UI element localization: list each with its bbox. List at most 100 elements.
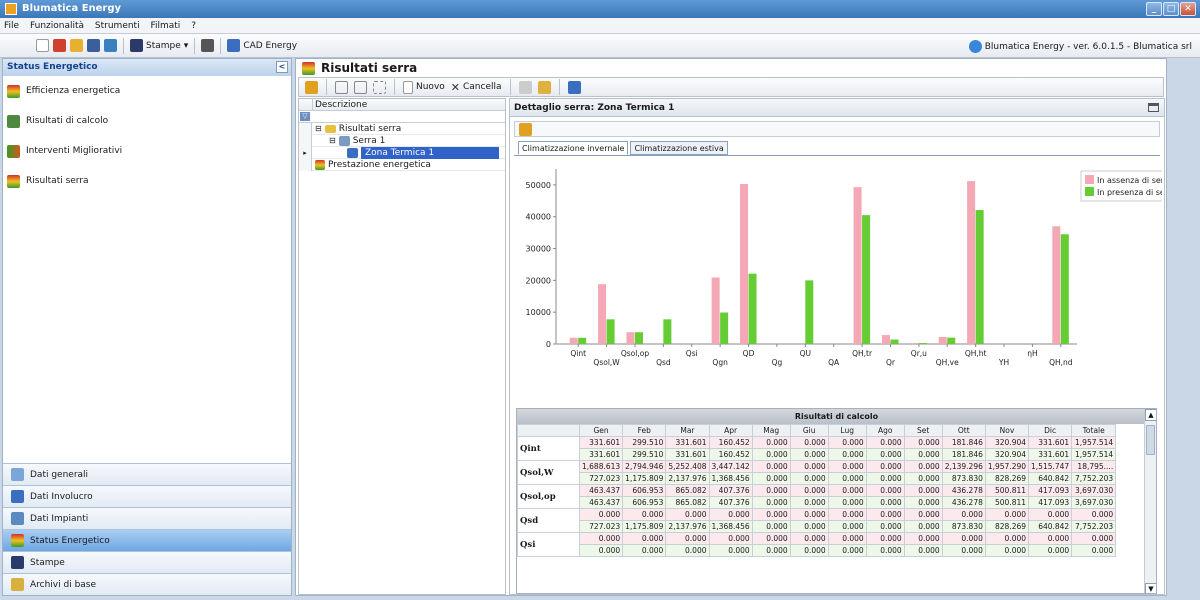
expand-all-icon[interactable] [335, 80, 348, 94]
column-header[interactable]: Nov [984, 424, 1030, 437]
table-cell[interactable]: 2,139.296 [941, 460, 986, 473]
table-cell[interactable]: 0.000 [789, 520, 829, 533]
table-cell[interactable]: 0.000 [941, 508, 986, 521]
nav-item-efficienza[interactable]: Efficienza energetica [3, 76, 291, 106]
table-cell[interactable]: 331.601 [578, 448, 624, 461]
table-cell[interactable]: 0.000 [903, 544, 943, 557]
column-header[interactable]: Dic [1028, 424, 1073, 437]
table-cell[interactable]: 181.846 [941, 448, 986, 461]
table-cell[interactable]: 0.000 [789, 484, 829, 497]
column-header[interactable]: Ago [865, 424, 905, 437]
save-as-icon[interactable] [104, 39, 117, 52]
table-cell[interactable]: 0.000 [827, 460, 867, 473]
table-cell[interactable]: 0.000 [903, 436, 943, 449]
table-cell[interactable]: 0.000 [1028, 532, 1073, 545]
menu-strumenti[interactable]: Strumenti [94, 21, 140, 31]
bottom-nav-archivi[interactable]: Archivi di base [3, 573, 291, 595]
cancella-button[interactable]: ✕ Cancella [451, 81, 502, 94]
table-cell[interactable]: 828.269 [984, 520, 1030, 533]
search-icon[interactable] [53, 39, 66, 52]
window-mode-icon[interactable] [1148, 103, 1159, 112]
table-cell[interactable]: 0.000 [827, 544, 867, 557]
row-selector[interactable] [299, 135, 312, 147]
table-cell[interactable]: 0.000 [622, 508, 667, 521]
table-cell[interactable]: 0.000 [984, 544, 1030, 557]
table-cell[interactable]: 500.811 [984, 496, 1030, 509]
tab-climatizzazione-invernale[interactable]: Climatizzazione invernale [518, 141, 629, 155]
open-folder-icon[interactable] [70, 39, 83, 52]
table-cell[interactable]: 1,175.809 [622, 472, 667, 485]
table-cell[interactable]: 1,175.809 [622, 520, 667, 533]
table-cell[interactable]: 0.000 [865, 448, 905, 461]
table-cell[interactable]: 0.000 [903, 472, 943, 485]
table-cell[interactable]: 0.000 [903, 484, 943, 497]
table-cell[interactable]: 0.000 [789, 532, 829, 545]
tree-node[interactable]: ⊟ Risultati serra [299, 123, 505, 135]
table-cell[interactable]: 0.000 [578, 508, 624, 521]
table-cell[interactable]: 1,688.613 [578, 460, 624, 473]
move-icon[interactable] [373, 80, 386, 94]
table-cell[interactable]: 1,957.514 [1071, 436, 1117, 449]
table-cell[interactable]: 3,697.030 [1071, 496, 1117, 509]
table-cell[interactable]: 417.093 [1028, 496, 1073, 509]
table-cell[interactable]: 0.000 [1028, 544, 1073, 557]
table-cell[interactable]: 407.376 [708, 496, 753, 509]
table-cell[interactable]: 0.000 [903, 532, 943, 545]
table-cell[interactable]: 3,447.142 [708, 460, 753, 473]
table-cell[interactable]: 407.376 [708, 484, 753, 497]
table-cell[interactable]: 0.000 [578, 532, 624, 545]
table-cell[interactable]: 0.000 [708, 508, 753, 521]
table-cell[interactable]: 0.000 [665, 532, 710, 545]
cad-energy-button[interactable]: CAD Energy [227, 39, 297, 52]
row-selector[interactable]: ▸ [299, 147, 312, 159]
table-cell[interactable]: 0.000 [751, 496, 791, 509]
maximize-button[interactable]: □ [1163, 2, 1179, 16]
tree-node[interactable]: Prestazione energetica [299, 159, 505, 171]
table-cell[interactable]: 0.000 [903, 520, 943, 533]
scrollbar-thumb[interactable] [1146, 425, 1155, 455]
table-row[interactable]: 463.437 606.953 865.082 407.376 0.000 0.000 0.… [518, 496, 1117, 509]
table-cell[interactable]: 873.830 [941, 520, 986, 533]
table-cell[interactable]: 727.023 [578, 472, 624, 485]
table-cell[interactable]: 331.601 [665, 436, 710, 449]
table-row[interactable]: Qsol,op 463.437 606.953 865.082 407.376 0.000… [517, 484, 1117, 509]
table-cell[interactable]: 299.510 [622, 436, 667, 449]
table-cell[interactable]: 1,368.456 [708, 472, 753, 485]
column-header[interactable]: Mag [751, 424, 791, 437]
menu-filmati[interactable]: Filmati [150, 21, 181, 31]
tree-node-selected[interactable]: ▸ Zona Termica 1 [299, 147, 505, 159]
bottom-nav-status-energetico[interactable]: Status Energetico [3, 529, 291, 551]
table-cell[interactable]: 0.000 [984, 532, 1030, 545]
table-cell[interactable]: 463.437 [578, 496, 624, 509]
bottom-nav-dati-involucro[interactable]: Dati Involucro [3, 485, 291, 507]
bottom-nav-dati-generali[interactable]: Dati generali [3, 463, 291, 485]
close-button[interactable]: ✕ [1180, 2, 1196, 16]
table-row[interactable]: Qsi 0.000 0.000 0.000 0.000 0.000 0.000 0.000 0.… [517, 532, 1117, 557]
table-cell[interactable]: 1,515.747 [1028, 460, 1073, 473]
table-cell[interactable]: 181.846 [941, 436, 986, 449]
column-header[interactable]: Gen [578, 424, 624, 437]
bottom-nav-dati-impianti[interactable]: Dati Impianti [3, 507, 291, 529]
table-cell[interactable]: 0.000 [751, 484, 791, 497]
table-cell[interactable]: 1,957.290 [984, 460, 1030, 473]
table-cell[interactable]: 1,368.456 [708, 520, 753, 533]
table-cell[interactable]: 2,794.946 [622, 460, 667, 473]
table-cell[interactable]: 0.000 [789, 460, 829, 473]
table-cell[interactable]: 331.601 [665, 448, 710, 461]
column-header[interactable]: Mar [665, 424, 710, 437]
filter-row[interactable]: ▽ [299, 111, 505, 123]
nuovo-button[interactable]: Nuovo [403, 80, 445, 94]
stampe-button[interactable]: Stampe ▾ [130, 39, 188, 52]
table-cell[interactable]: 7,752.203 [1071, 520, 1117, 533]
table-cell[interactable]: 0.000 [665, 544, 710, 557]
column-header[interactable]: Giu [789, 424, 829, 437]
table-cell[interactable]: 0.000 [1071, 544, 1117, 557]
table-cell[interactable]: 0.000 [827, 496, 867, 509]
column-header[interactable]: Ott [941, 424, 986, 437]
table-cell[interactable]: 0.000 [751, 460, 791, 473]
table-cell[interactable]: 865.082 [665, 496, 710, 509]
filter-icon[interactable]: ▽ [300, 112, 310, 121]
tree-node[interactable]: ⊟ Serra 1 [299, 135, 505, 147]
paste-icon[interactable] [537, 80, 551, 94]
table-cell[interactable]: 0.000 [751, 520, 791, 533]
